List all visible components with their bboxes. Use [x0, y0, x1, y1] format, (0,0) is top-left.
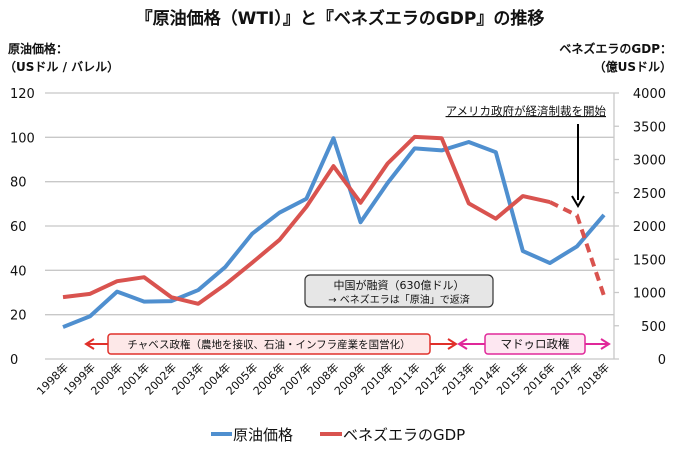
china-loan-box [304, 274, 494, 308]
right-tick-label: 1000 [633, 287, 666, 302]
maduro-arrow-left-head [457, 338, 468, 350]
right-axis-label-2: （億USドル） [594, 59, 672, 74]
right-tick-label: 2500 [633, 187, 666, 202]
right-tick-label: 2000 [633, 220, 666, 235]
china-loan-line1: 中国が融資（630億ドル） [334, 278, 465, 292]
legend-label-gdp: ベネズエラのGDP [343, 426, 465, 444]
chavez-era-box [107, 333, 431, 355]
china-loan-line2: → ベネズエラは「原油」で返済 [328, 293, 470, 306]
maduro-era-label: マドゥロ政権 [501, 337, 570, 351]
left-tick-label: 60 [10, 220, 27, 235]
right-tick-label: 500 [641, 320, 666, 335]
chart-title: 『原油価格（WTI）』と『ベネズエラのGDP』の推移 [136, 8, 545, 29]
chavez-arrow-right-head [447, 338, 458, 350]
left-axis-label-2: （USドル / バレル） [4, 59, 119, 74]
left-tick-label: 40 [10, 264, 27, 279]
maduro-era-box [484, 333, 586, 355]
gdp-line-dashed [549, 200, 606, 297]
right-tick-label: 0 [658, 353, 666, 368]
left-tick-label: 80 [10, 176, 27, 191]
right-tick-label: 3000 [633, 154, 666, 169]
left-tick-label: 100 [10, 131, 35, 146]
right-tick-label: 1500 [633, 253, 666, 268]
left-tick-label: 0 [10, 353, 18, 368]
right-axis-label-1: ベネズエラのGDP： [559, 41, 672, 56]
left-tick-label: 120 [10, 87, 35, 102]
legend-label-oil: 原油価格 [233, 426, 293, 444]
chavez-arrow-left-head [84, 338, 95, 350]
sanctions-annotation: アメリカ政府が経済制裁を開始 [446, 104, 607, 118]
right-tick-label: 4000 [633, 87, 666, 102]
maduro-arrow-right-head [600, 338, 611, 350]
left-tick-label: 20 [10, 309, 27, 324]
left-axis-label-1: 原油価格： [8, 41, 68, 56]
chavez-era-label: チャベス政権（農地を接収、石油・インフラ産業を国営化） [127, 338, 410, 351]
right-tick-label: 3500 [633, 120, 666, 135]
sanctions-arrowhead [571, 195, 585, 208]
